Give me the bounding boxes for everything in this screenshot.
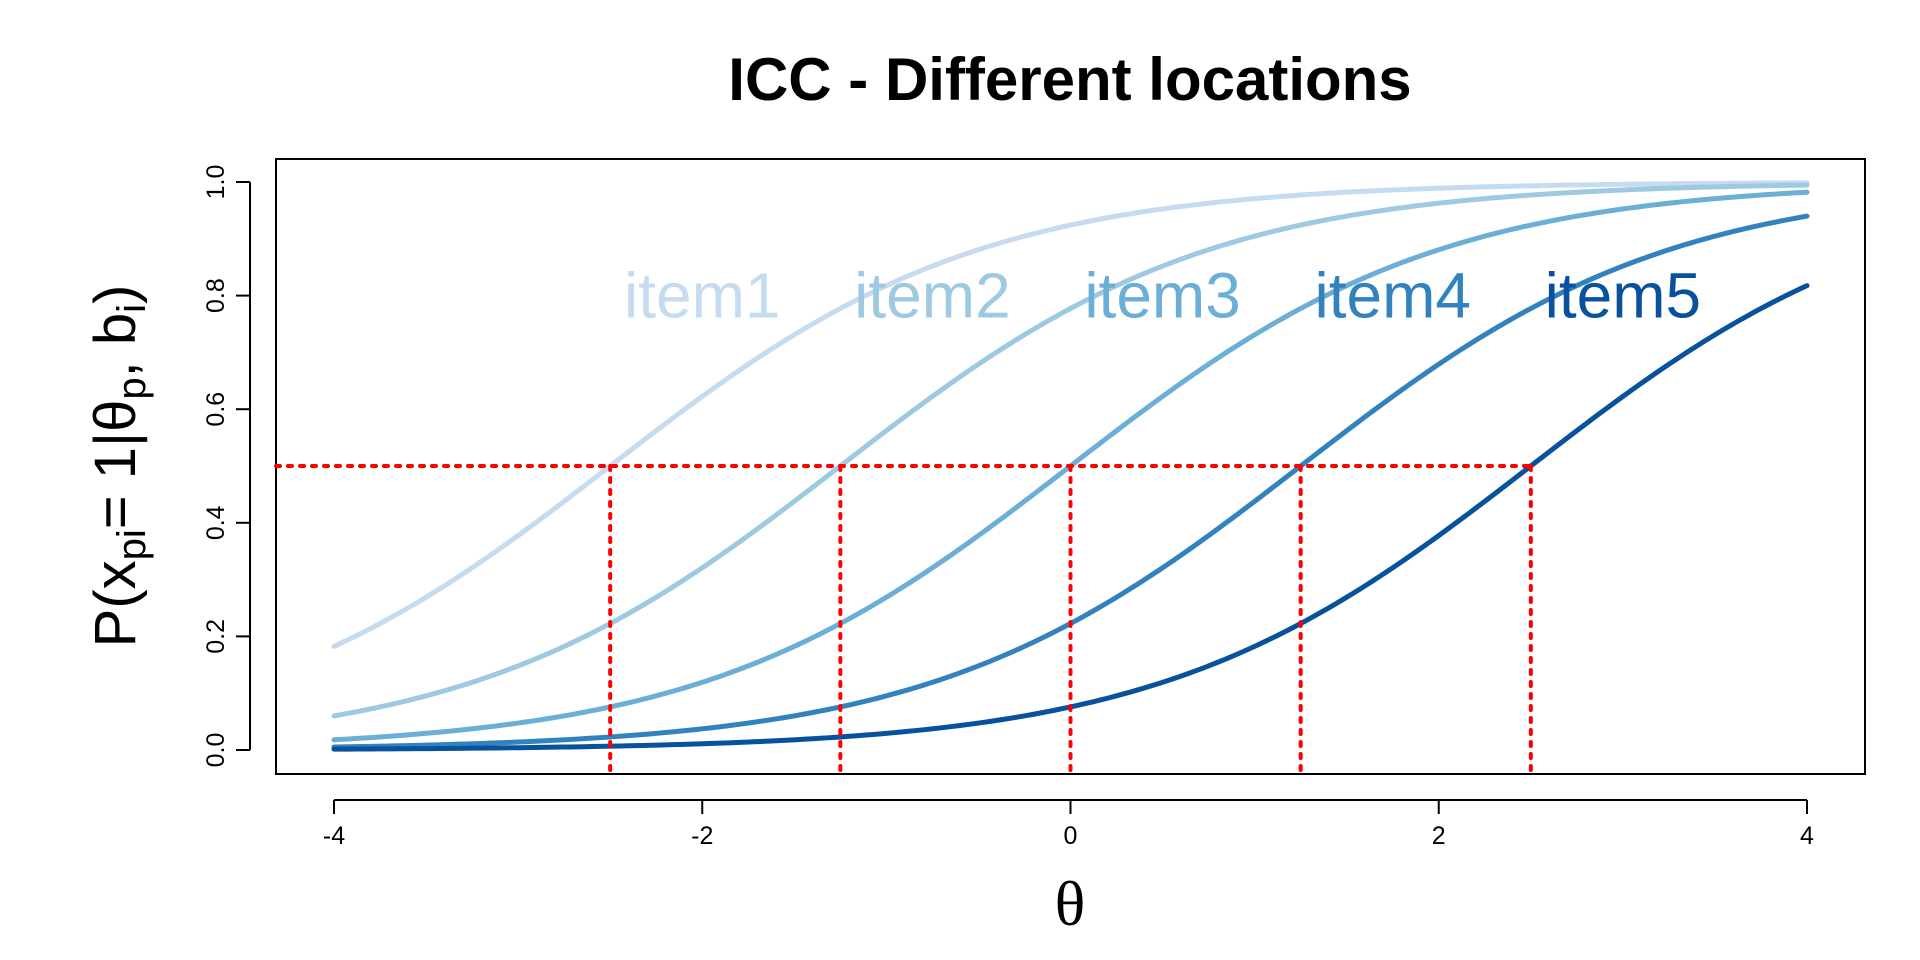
y-tick-label: 0.6 — [202, 392, 230, 427]
y-axis: 0.0 0.2 0.4 0.6 0.8 1.0 — [202, 165, 251, 768]
reference-lines — [274, 464, 1533, 776]
y-tick-label: 0.4 — [202, 505, 230, 540]
y-tick-label: 0.2 — [202, 619, 230, 654]
y-tick-label: 1.0 — [202, 165, 230, 200]
curve-item1 — [331, 180, 1810, 649]
y-label-sub-p: p — [110, 377, 154, 399]
x-axis: -4 -2 0 2 4 — [323, 799, 1814, 850]
x-axis-label: θ — [1055, 868, 1086, 939]
y-tick-label: 0.0 — [202, 733, 230, 768]
label-item1: item1 — [624, 260, 781, 332]
x-tick-label: 4 — [1800, 822, 1814, 850]
x-tick-label: -4 — [323, 822, 345, 850]
x-tick-label: -2 — [691, 822, 713, 850]
label-item5: item5 — [1545, 260, 1702, 332]
y-axis-label: P(xpi= 1|θp, bi) — [83, 285, 154, 648]
series-labels: item1 item2 item3 item4 item5 — [624, 260, 1701, 332]
y-label-suffix: ) — [83, 285, 148, 304]
curve-item2 — [331, 182, 1810, 719]
y-tick-label: 0.8 — [202, 278, 230, 313]
y-label-sub-i: i — [110, 304, 154, 313]
y-label-mid2: , b — [83, 313, 148, 378]
x-tick-label: 0 — [1064, 822, 1078, 850]
x-tick-label: 2 — [1432, 822, 1446, 850]
y-label-sub-pi: pi — [110, 529, 154, 560]
label-item4: item4 — [1314, 260, 1471, 332]
label-item2: item2 — [854, 260, 1011, 332]
label-item3: item3 — [1084, 260, 1241, 332]
chart-title: ICC - Different locations — [728, 46, 1411, 113]
y-label-prefix: P(x — [83, 560, 148, 647]
y-label-mid1: = 1|θ — [83, 400, 148, 530]
